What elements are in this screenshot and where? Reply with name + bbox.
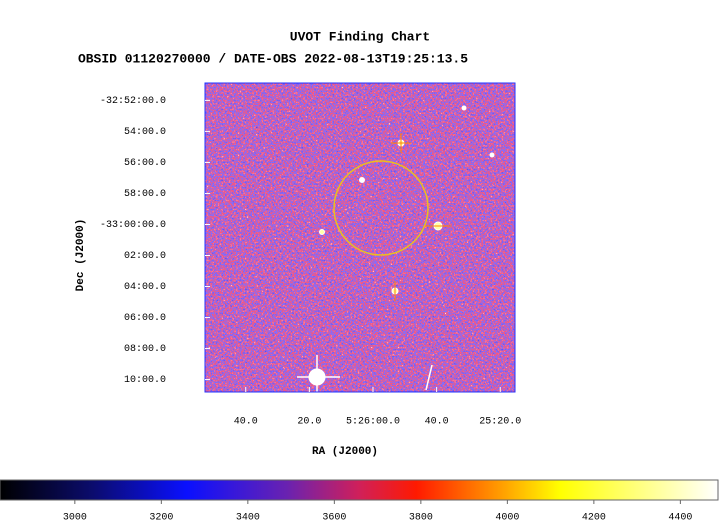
y-tick-label: 02:00.0 xyxy=(124,251,166,262)
colorbar-tick-label: 3200 xyxy=(149,513,173,521)
y-tick-label: 58:00.0 xyxy=(124,189,166,200)
streak xyxy=(425,364,433,391)
y-tick-label: 56:00.0 xyxy=(124,158,166,169)
star xyxy=(319,229,325,235)
y-tick-label: -32:52:00.0 xyxy=(100,96,166,107)
colorbar-tick-label: 4200 xyxy=(582,513,606,521)
colorbar-tick-label: 3400 xyxy=(236,513,260,521)
x-tick-label: 20.0 xyxy=(297,417,321,428)
chart-subtitle: OBSID 01120270000 / DATE-OBS 2022-08-13T… xyxy=(78,51,468,66)
colorbar-tick-label: 4400 xyxy=(668,513,692,521)
sky-image xyxy=(204,82,516,393)
y-axis-label: Dec (J2000) xyxy=(75,219,87,292)
colorbar-tick-label: 3600 xyxy=(322,513,346,521)
colorbar-tick-label: 3000 xyxy=(63,513,87,521)
y-tick-label: 54:00.0 xyxy=(124,127,166,138)
y-tick-label: 08:00.0 xyxy=(124,344,166,355)
y-tick-label: 06:00.0 xyxy=(124,313,166,324)
image-pixels xyxy=(205,83,515,392)
colorbar xyxy=(0,479,719,501)
x-tick-label: 40.0 xyxy=(425,417,449,428)
x-tick-label: 5:26:00.0 xyxy=(346,417,400,428)
y-tick-label: -33:00:00.0 xyxy=(100,220,166,231)
x-tick-label: 40.0 xyxy=(234,417,258,428)
x-axis-label: RA (J2000) xyxy=(312,446,378,458)
x-tick-label: 25:20.0 xyxy=(479,417,521,428)
source-circle xyxy=(333,160,429,256)
star xyxy=(461,105,467,111)
stars xyxy=(297,105,495,392)
chart-title: UVOT Finding Chart xyxy=(290,29,430,44)
image-border xyxy=(204,82,516,393)
colorbar-tick-label: 3800 xyxy=(409,513,433,521)
y-tick-label: 04:00.0 xyxy=(124,282,166,293)
colorbar-tick-label: 4000 xyxy=(495,513,519,521)
star xyxy=(359,177,365,183)
star xyxy=(489,152,495,158)
y-tick-label: 10:00.0 xyxy=(124,375,166,386)
